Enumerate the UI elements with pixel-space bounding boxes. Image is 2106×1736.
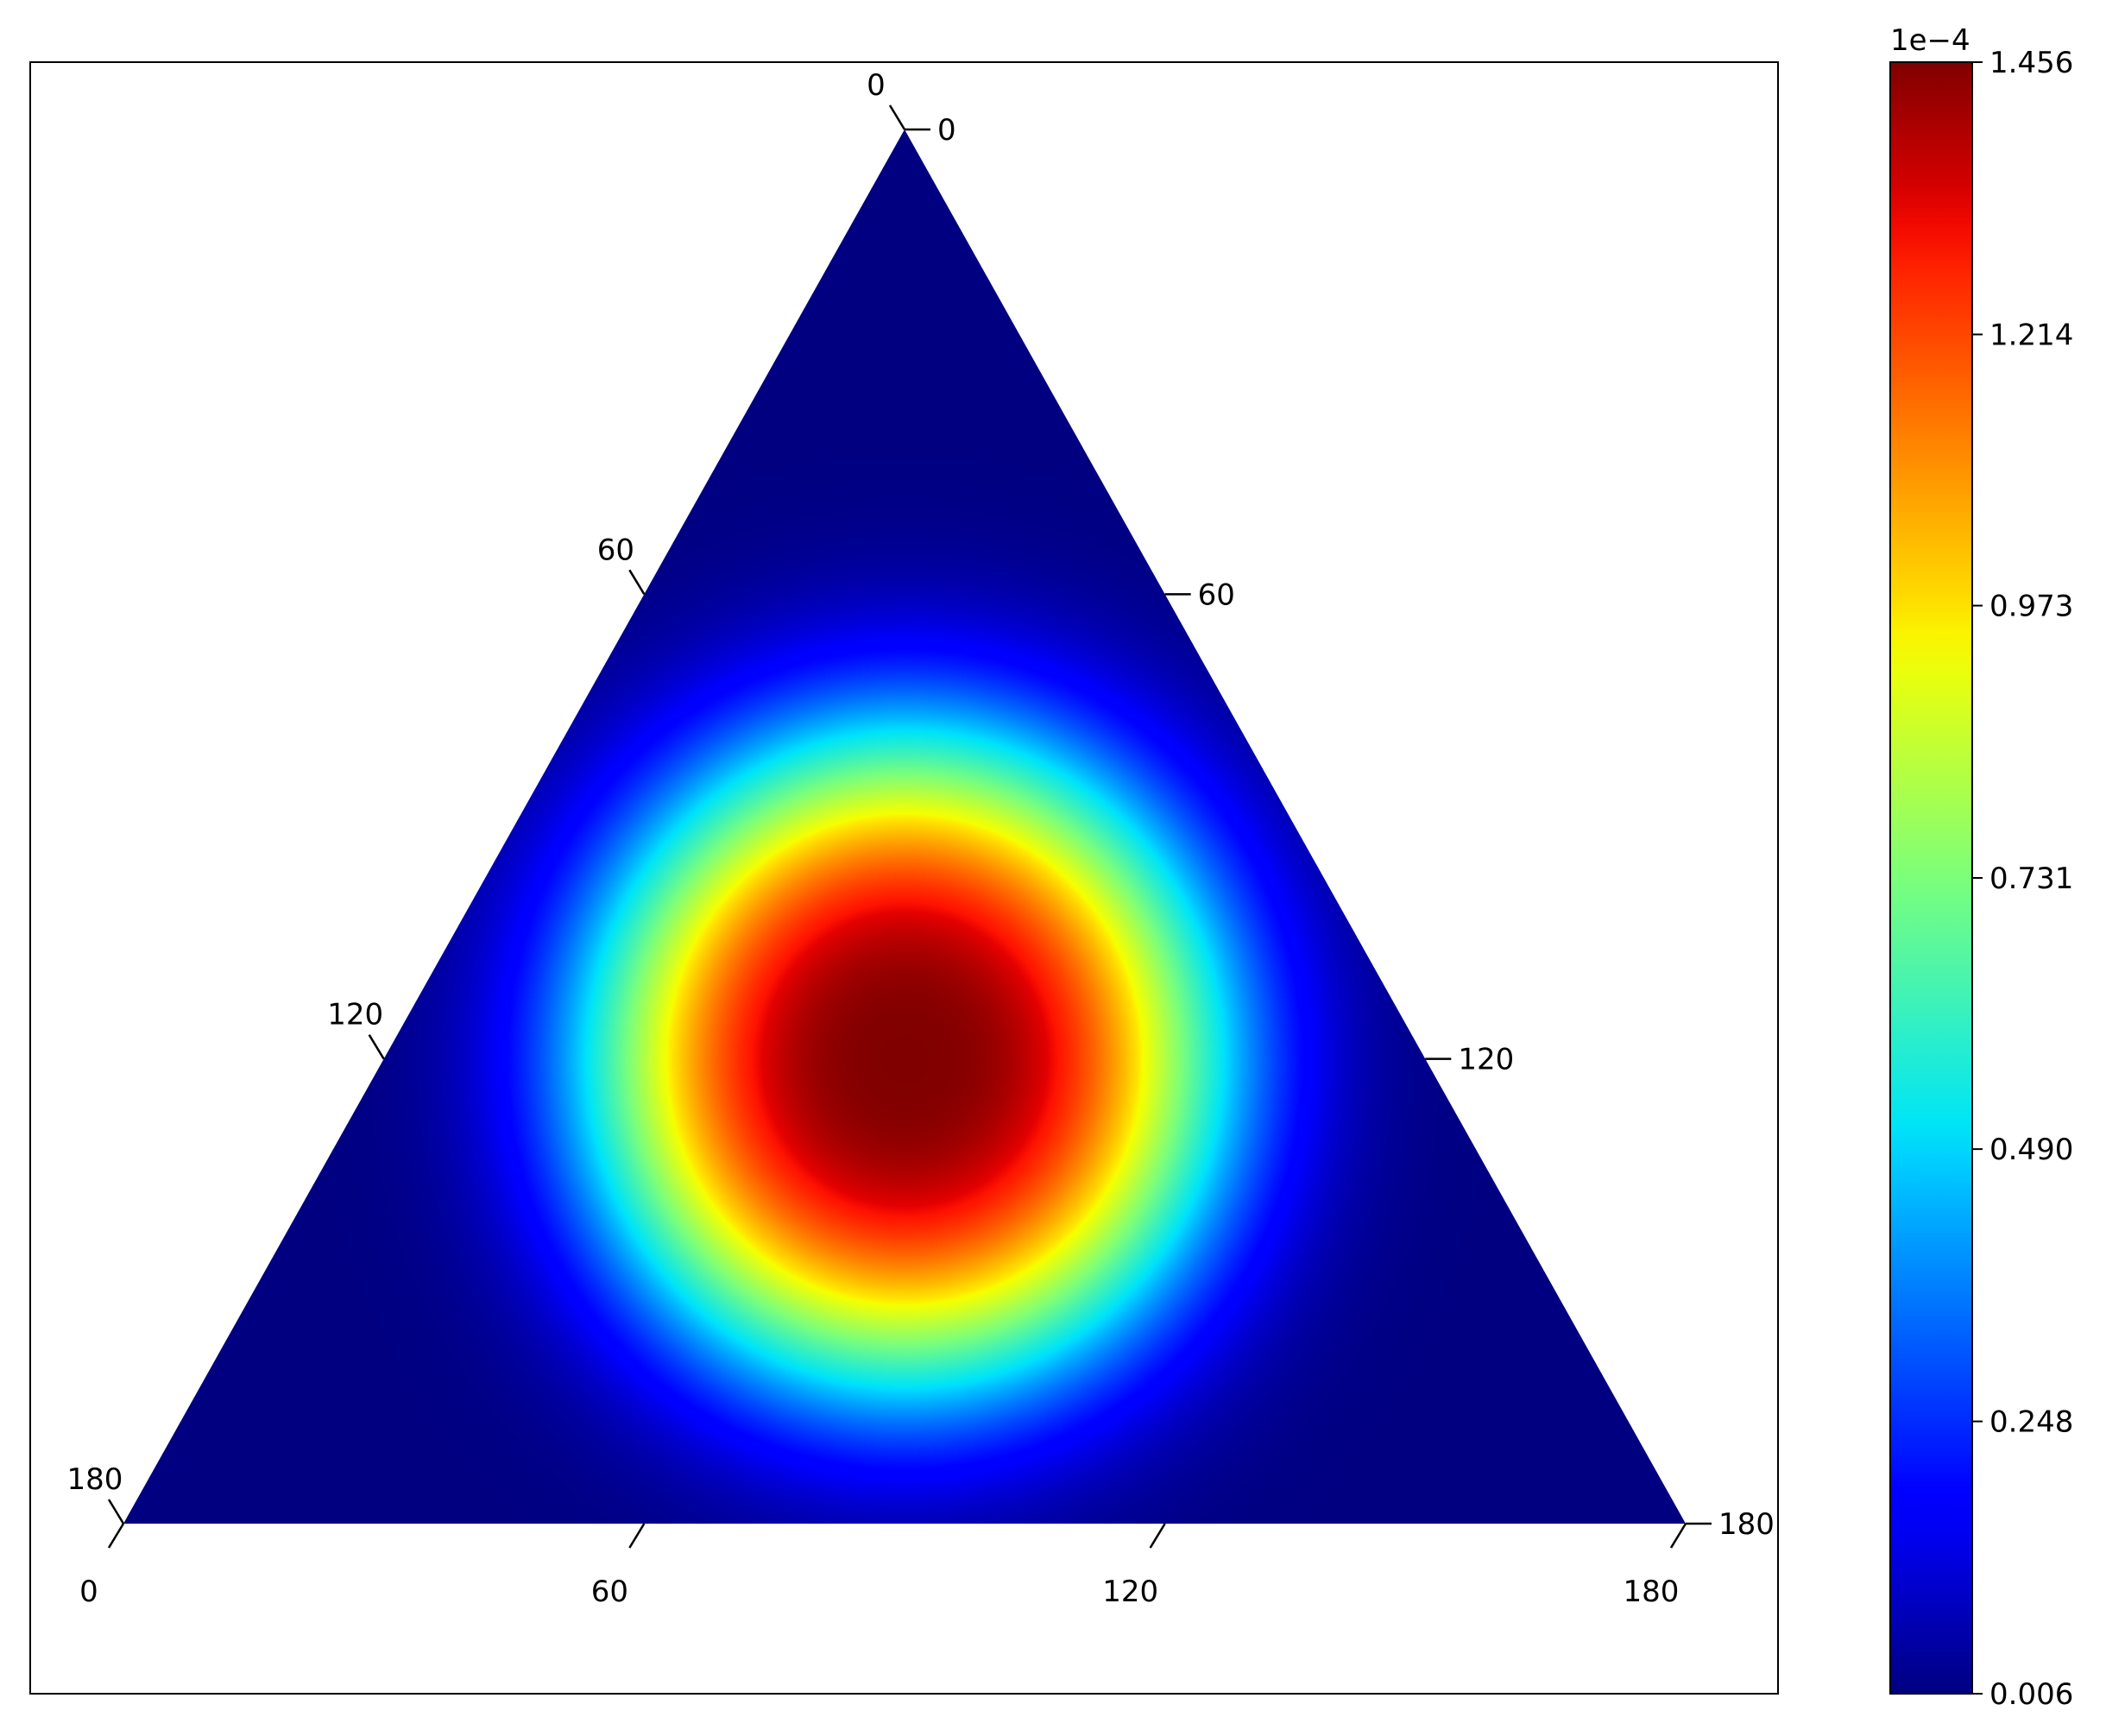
bottom-axis-tick-label: 60 [591, 1575, 628, 1609]
left-axis-tick-label: 180 [67, 1462, 123, 1497]
left-axis-tick [368, 1034, 385, 1060]
bottom-axis-tick [628, 1523, 646, 1549]
colorbar-tick-label: 1.214 [1989, 318, 2073, 352]
left-axis-tick [888, 104, 906, 130]
colorbar-tick-label: 0.731 [1989, 862, 2073, 896]
bottom-axis-tick-label: 120 [1102, 1575, 1158, 1609]
right-axis-tick-label: 120 [1458, 1043, 1514, 1077]
left-axis-tick-label: 120 [327, 998, 383, 1032]
left-axis-tick-label: 60 [597, 533, 634, 567]
ternary-axis-ticks: 0 60 120 180 0 60 120 180 0 60 120 180 [67, 68, 1775, 1609]
left-axis-tick [107, 1499, 125, 1525]
right-axis-tick-label: 0 [937, 113, 956, 148]
colorbar-tick-label: 1.456 [1989, 46, 2073, 80]
colorbar-tick-label: 0.490 [1989, 1133, 2073, 1167]
bottom-axis-tick [107, 1523, 125, 1549]
right-axis-tick-label: 180 [1718, 1507, 1775, 1542]
bottom-axis-tick-label: 0 [79, 1575, 98, 1609]
bottom-axis-tick [1669, 1523, 1687, 1549]
colorbar [1889, 61, 1973, 1695]
left-axis-tick-label: 0 [867, 68, 886, 103]
bottom-axis-tick-label: 180 [1624, 1575, 1680, 1609]
colorbar-ticks: 0.006 0.248 0.490 0.731 0.973 1.214 1.456 [1972, 46, 2073, 1712]
colorbar-tick-label: 0.973 [1989, 590, 2073, 624]
bottom-axis-tick [1149, 1523, 1166, 1549]
colorbar-multiplier-label: 1e−4 [1890, 23, 1970, 58]
left-axis-tick [628, 569, 646, 595]
colorbar-tick-label: 0.248 [1989, 1405, 2073, 1440]
right-axis-tick-label: 60 [1198, 578, 1235, 612]
axes-frame [29, 61, 1779, 1695]
colorbar-tick-label: 0.006 [1989, 1677, 2073, 1712]
